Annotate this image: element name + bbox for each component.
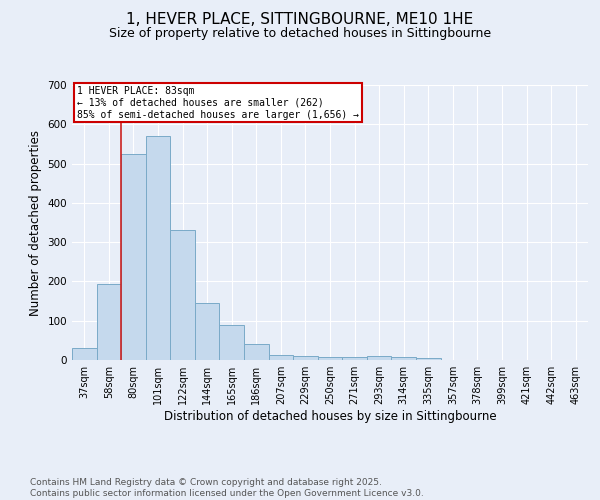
Bar: [72, 348, 97, 360]
Bar: [146, 136, 170, 360]
Text: Contains HM Land Registry data © Crown copyright and database right 2025.
Contai: Contains HM Land Registry data © Crown c…: [30, 478, 424, 498]
Bar: [391, 357, 416, 360]
Bar: [342, 357, 367, 360]
Text: Size of property relative to detached houses in Sittingbourne: Size of property relative to detached ho…: [109, 28, 491, 40]
Y-axis label: Number of detached properties: Number of detached properties: [29, 130, 42, 316]
Bar: [244, 344, 269, 360]
Text: 1, HEVER PLACE, SITTINGBOURNE, ME10 1HE: 1, HEVER PLACE, SITTINGBOURNE, ME10 1HE: [127, 12, 473, 28]
Bar: [269, 356, 293, 360]
Bar: [318, 357, 342, 360]
Bar: [293, 356, 318, 360]
Bar: [170, 230, 195, 360]
Bar: [416, 358, 440, 360]
Bar: [220, 326, 244, 360]
Bar: [367, 356, 391, 360]
Bar: [121, 154, 146, 360]
Text: 1 HEVER PLACE: 83sqm
← 13% of detached houses are smaller (262)
85% of semi-deta: 1 HEVER PLACE: 83sqm ← 13% of detached h…: [77, 86, 359, 120]
Bar: [97, 284, 121, 360]
Bar: [195, 303, 220, 360]
X-axis label: Distribution of detached houses by size in Sittingbourne: Distribution of detached houses by size …: [164, 410, 496, 423]
